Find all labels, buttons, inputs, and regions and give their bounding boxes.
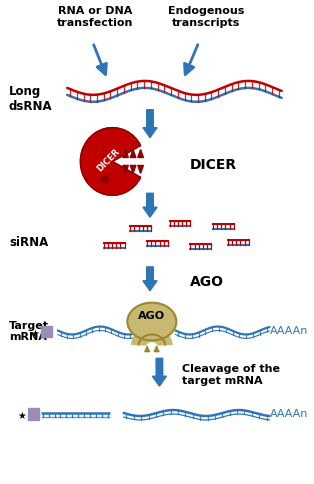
Polygon shape	[123, 166, 128, 174]
Text: RNA or DNA
transfection: RNA or DNA transfection	[57, 6, 134, 28]
FancyArrow shape	[143, 194, 157, 218]
Polygon shape	[138, 150, 143, 158]
Polygon shape	[138, 166, 143, 174]
FancyArrow shape	[143, 267, 157, 291]
Text: AAAAn: AAAAn	[269, 326, 308, 336]
Ellipse shape	[127, 303, 176, 341]
Text: DICER: DICER	[95, 147, 122, 173]
Bar	[41, 326, 52, 338]
Text: ★: ★	[30, 328, 39, 338]
Text: AAAAn: AAAAn	[269, 408, 308, 418]
Text: DICER: DICER	[189, 158, 237, 172]
Text: AGO: AGO	[138, 310, 165, 320]
Text: ★: ★	[18, 410, 26, 420]
Circle shape	[101, 177, 108, 183]
Polygon shape	[130, 166, 136, 174]
Bar	[28, 408, 39, 420]
Text: Cleavage of the
target mRNA: Cleavage of the target mRNA	[182, 363, 280, 385]
Text: siRNA: siRNA	[9, 235, 48, 248]
Polygon shape	[130, 150, 136, 158]
Text: Endogenous
transcripts: Endogenous transcripts	[168, 6, 245, 28]
Text: AGO: AGO	[189, 274, 224, 288]
Polygon shape	[123, 150, 128, 158]
FancyArrow shape	[152, 359, 166, 386]
FancyArrow shape	[143, 110, 157, 138]
Wedge shape	[80, 128, 141, 196]
Text: Long
dsRNA: Long dsRNA	[9, 85, 52, 113]
Text: Target
mRNA: Target mRNA	[9, 320, 49, 342]
